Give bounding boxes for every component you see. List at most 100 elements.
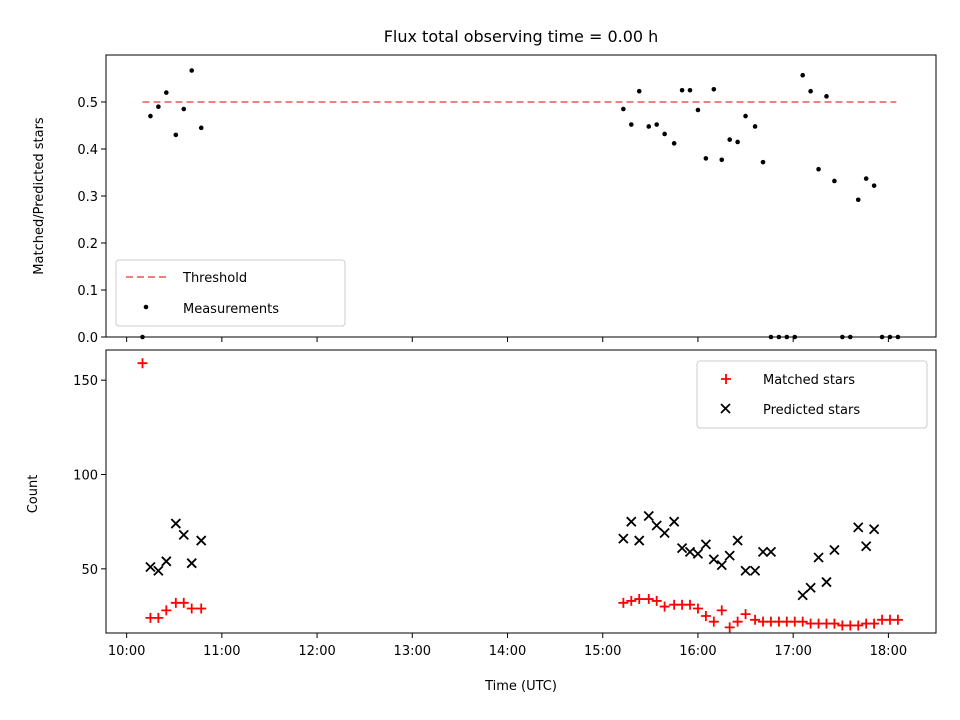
chart-title: Flux total observing time = 0.00 h (384, 27, 659, 46)
bottom-y-tick-label: 100 (73, 469, 98, 484)
predicted-point (178, 529, 189, 541)
matched-point (626, 595, 637, 606)
measurement-point (703, 156, 709, 161)
measurement-point (816, 166, 821, 172)
top-y-tick-label: 0.2 (77, 237, 98, 252)
matched-series (137, 358, 903, 633)
measurement-point (646, 124, 652, 129)
predicted-point (634, 535, 645, 546)
matched-point (797, 616, 808, 627)
top-panel: 0.0 0.1 0.2 0.3 0.4 0.5 Matched/Predicted sta… (32, 54, 937, 346)
measurement-point (824, 94, 829, 99)
predicted-series (145, 510, 880, 601)
x-tick-label: 18:00 (870, 644, 907, 659)
legend-x-icon (720, 403, 731, 414)
bottom-axes-frame (105, 349, 937, 634)
predicted-point (716, 559, 727, 571)
matched-point (853, 620, 864, 631)
matched-point (892, 614, 903, 625)
predicted-point (749, 565, 761, 576)
predicted-point (868, 524, 880, 535)
bottom-y-tick-label: 50 (81, 563, 98, 578)
measurement-point (871, 183, 877, 188)
matched-point (732, 616, 743, 627)
top-y-tick-label: 0.1 (77, 284, 98, 299)
measurement-point (808, 88, 813, 94)
predicted-point (829, 544, 840, 556)
predicted-point (692, 548, 704, 559)
matched-point (196, 603, 207, 614)
x-tick-label: 10:00 (108, 644, 145, 659)
legend-measurement-dot-icon (143, 304, 149, 310)
measurement-point (687, 87, 693, 93)
predicted-point (813, 552, 824, 563)
predicted-point (196, 535, 207, 546)
measurement-point (636, 88, 642, 94)
predicted-point (821, 576, 832, 588)
measurement-point (735, 139, 740, 145)
predicted-point (651, 520, 662, 531)
measurement-point (832, 178, 837, 184)
matched-point (708, 616, 719, 627)
predicted-point (853, 522, 864, 533)
measurement-point (752, 124, 758, 129)
matched-point (692, 603, 703, 614)
top-y-tick-label: 0.0 (77, 331, 98, 346)
predicted-point (618, 533, 629, 544)
matched-point (137, 358, 148, 369)
measurement-point (164, 90, 169, 95)
x-axis-label: Time (UTC) (484, 679, 557, 694)
matched-point (618, 597, 629, 608)
measurement-point (679, 87, 685, 93)
measurement-point (695, 107, 701, 113)
legend-predicted-label: Predicted stars (763, 403, 860, 418)
matched-point (829, 618, 840, 629)
matched-point (685, 599, 696, 610)
predicted-point (659, 527, 670, 539)
measurement-point (181, 106, 187, 112)
top-axes-frame (105, 54, 937, 338)
predicted-point (797, 590, 808, 601)
bottom-y-axis-label: Count (26, 475, 41, 514)
measurement-point (863, 176, 869, 181)
predicted-point (626, 516, 637, 527)
top-legend: Threshold Measurements (115, 259, 346, 327)
top-y-tick-label: 0.3 (77, 190, 98, 205)
legend-measurements-label: Measurements (183, 302, 279, 317)
top-y-tick-label: 0.5 (77, 96, 98, 111)
measurement-point (855, 197, 861, 203)
measurement-point (800, 72, 805, 78)
measurement-point (719, 157, 725, 163)
top-y-axis-label: Matched/Predicted stars (32, 117, 47, 275)
measurement-point (628, 122, 634, 127)
predicted-point (676, 542, 688, 554)
matched-point (659, 601, 670, 612)
bottom-y-tick-label: 150 (73, 374, 98, 389)
x-tick-label: 14:00 (489, 644, 526, 659)
predicted-point (861, 541, 872, 552)
measurement-point (760, 159, 766, 165)
measurement-point (173, 132, 179, 138)
predicted-point (684, 546, 696, 558)
top-y-tick-label: 0.4 (77, 143, 98, 158)
matched-point (869, 618, 880, 629)
predicted-point (145, 561, 156, 573)
measurement-point (654, 122, 659, 127)
predicted-point (708, 554, 719, 565)
matched-point (178, 597, 189, 608)
matched-point (161, 605, 172, 616)
measurement-point (621, 106, 626, 112)
matched-point (740, 609, 751, 620)
measurement-point (671, 141, 677, 146)
x-tick-label: 15:00 (584, 644, 621, 659)
predicted-point (161, 556, 172, 567)
x-tick-label: 13:00 (394, 644, 431, 659)
bottom-panel: 50 100 150 10:00 11:00 12:00 13:00 14:00 15:00 16… (26, 349, 937, 694)
x-tick-label: 11:00 (203, 644, 240, 659)
predicted-point (700, 539, 712, 550)
measurement-point (189, 68, 194, 73)
predicted-point (724, 550, 735, 561)
predicted-point (805, 582, 816, 593)
matched-point (634, 594, 645, 605)
measurement-point (711, 87, 717, 92)
